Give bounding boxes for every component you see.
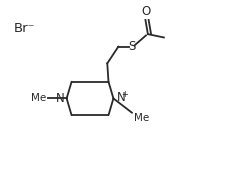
- Text: Me: Me: [31, 94, 46, 104]
- Text: S: S: [128, 40, 135, 53]
- Text: N: N: [56, 92, 64, 105]
- Text: N: N: [117, 91, 125, 104]
- Text: Br⁻: Br⁻: [14, 22, 35, 35]
- Text: +: +: [122, 90, 128, 99]
- Text: Me: Me: [134, 114, 149, 123]
- Text: O: O: [142, 5, 151, 18]
